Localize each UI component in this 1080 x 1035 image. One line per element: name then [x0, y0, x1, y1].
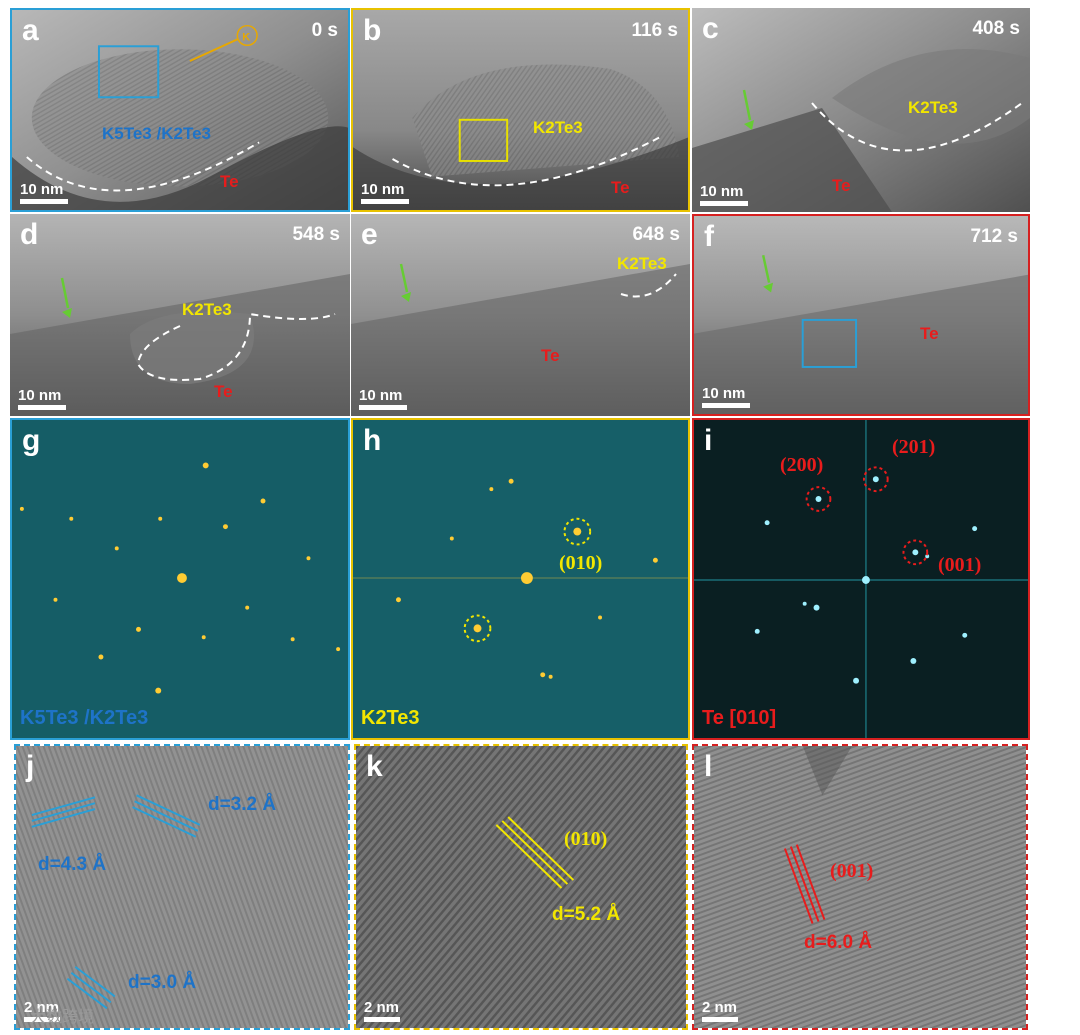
panel-letter: i [704, 424, 713, 457]
fft-image-h [353, 420, 688, 738]
panel-k: k (010) d=5.2 Å 2 nm [354, 744, 688, 1030]
svg-text:K: K [242, 31, 250, 43]
miller-index-200: (200) [780, 454, 824, 476]
panel-f: f 712 s Te 10 nm [692, 214, 1030, 416]
scale-bar-label: 10 nm [20, 181, 64, 198]
scale-bar: 10 nm [359, 387, 407, 410]
miller-index-010: (010) [564, 828, 608, 850]
scale-bar: 2 nm [24, 999, 60, 1022]
panel-letter: h [363, 424, 382, 457]
scale-bar: 10 nm [361, 181, 409, 204]
te-label: Te [214, 382, 233, 401]
tem-image-e [351, 214, 690, 416]
te-label: Te [541, 346, 560, 365]
panel-j: j d=3.2 Å d=4.3 Å d=3.0 Å 2 nm [14, 744, 350, 1030]
scale-bar-label: 10 nm [702, 385, 746, 402]
scale-bar-label: 10 nm [700, 183, 744, 200]
fft-caption: Te [010] [702, 707, 777, 729]
timestamp: 548 s [292, 224, 340, 245]
panel-letter: b [363, 14, 382, 47]
timestamp: 0 s [311, 20, 338, 41]
tem-image-a: K [12, 10, 348, 210]
timestamp: 408 s [972, 18, 1020, 39]
panel-letter: c [702, 12, 719, 45]
panel-i: i (200) (201) (001) Te [010] [692, 418, 1030, 740]
scale-bar-label: 10 nm [361, 181, 405, 198]
timestamp: 712 s [970, 226, 1018, 247]
tem-image-b [353, 10, 688, 210]
panel-letter: l [704, 750, 713, 783]
miller-index-001: (001) [830, 860, 874, 882]
fft-image-g [12, 420, 348, 738]
d-spacing-label: d=4.3 Å [38, 854, 107, 875]
phase-label: K2Te3 [182, 300, 232, 319]
scale-bar-label: 2 nm [24, 999, 60, 1016]
phase-label: K2Te3 [908, 98, 958, 117]
hrtem-image-k [356, 746, 686, 1028]
panel-letter: j [26, 750, 35, 783]
d-spacing-label: d=5.2 Å [552, 904, 621, 925]
scale-bar: 10 nm [20, 181, 68, 204]
te-label: Te [920, 324, 939, 343]
panel-d: d 548 s K2Te3 Te 10 nm [10, 214, 350, 416]
te-label: Te [220, 172, 239, 191]
panel-b: b 116 s K2Te3 Te 10 nm [351, 8, 690, 212]
scale-bar: 10 nm [18, 387, 66, 410]
d-spacing-label: d=3.0 Å [128, 972, 197, 993]
timestamp: 116 s [631, 20, 679, 41]
scale-bar: 10 nm [700, 183, 748, 206]
fft-caption: K2Te3 [361, 707, 420, 729]
tem-image-c [692, 8, 1030, 212]
te-label: Te [611, 178, 630, 197]
panel-letter: a [22, 14, 39, 47]
d-spacing-label: d=3.2 Å [208, 794, 277, 815]
scale-bar: 2 nm [364, 999, 400, 1022]
scale-bar: 10 nm [702, 385, 750, 408]
panel-letter: k [366, 750, 383, 783]
panel-letter: e [361, 218, 378, 251]
panel-l: l (001) d=6.0 Å 2 nm [692, 744, 1028, 1030]
watermark: 大数跨境 [30, 1009, 95, 1026]
panel-letter: d [20, 218, 39, 251]
miller-index-010: (010) [559, 552, 603, 574]
scale-bar-label: 10 nm [18, 387, 62, 404]
scale-bar-label: 2 nm [364, 999, 400, 1016]
scale-bar: 2 nm [702, 999, 738, 1022]
phase-label: K2Te3 [533, 118, 583, 137]
timestamp: 648 s [632, 224, 680, 245]
te-label: Te [832, 176, 851, 195]
panel-a: K a 0 s K5Te3 /K2Te3 Te 10 nm [10, 8, 350, 212]
panel-letter: g [22, 424, 41, 457]
miller-index-001: (001) [938, 554, 982, 576]
d-spacing-label: d=6.0 Å [804, 932, 873, 953]
hrtem-image-j [16, 746, 348, 1028]
hrtem-image-l [694, 746, 1026, 1028]
fft-image-i [694, 420, 1028, 738]
panel-h: h (010) K2Te3 [351, 418, 690, 740]
tem-image-d [10, 214, 350, 416]
phase-label: K5Te3 /K2Te3 [102, 124, 211, 143]
scale-bar-label: 10 nm [359, 387, 403, 404]
panel-e: e 648 s K2Te3 Te 10 nm [351, 214, 690, 416]
phase-label: K2Te3 [617, 254, 667, 273]
panel-c: c 408 s K2Te3 Te 10 nm [692, 8, 1030, 212]
tem-image-f [694, 216, 1028, 414]
panel-g: g K5Te3 /K2Te3 [10, 418, 350, 740]
miller-index-201: (201) [892, 436, 936, 458]
fft-caption: K5Te3 /K2Te3 [20, 707, 149, 729]
panel-letter: f [704, 220, 714, 253]
scale-bar-label: 2 nm [702, 999, 738, 1016]
